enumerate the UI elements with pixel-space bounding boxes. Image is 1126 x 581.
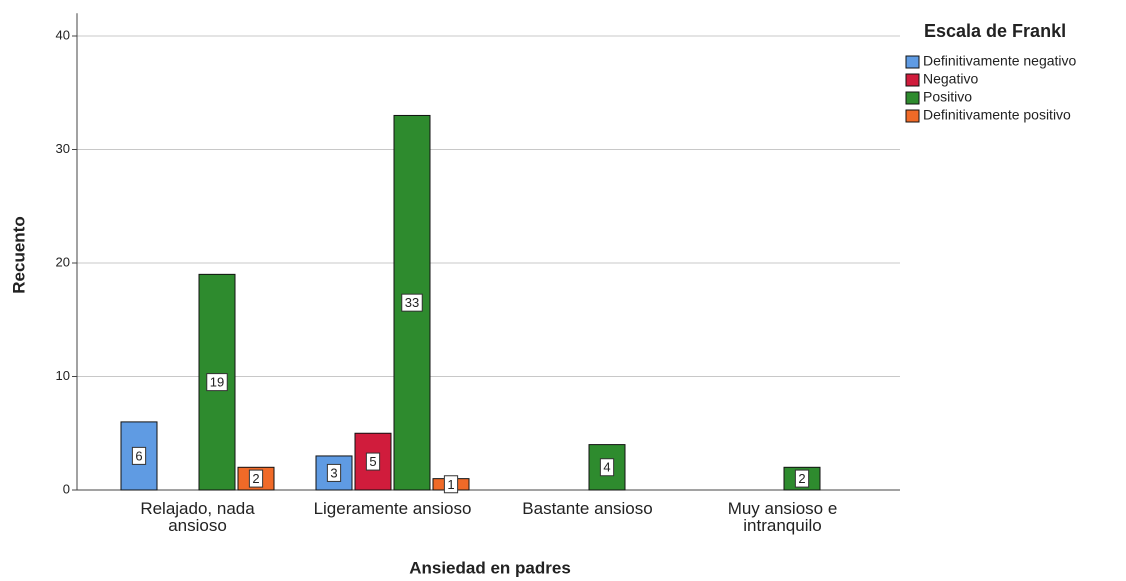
value-label: 5 [369, 454, 376, 469]
legend-swatch [905, 109, 920, 123]
legend-swatch [905, 55, 920, 69]
y-tick-label: 20 [56, 254, 70, 269]
value-label: 2 [252, 471, 259, 486]
y-tick-label: 10 [56, 368, 70, 383]
x-tick-label: Relajado, nada ansioso [140, 499, 255, 535]
legend-swatch [905, 91, 920, 105]
y-axis-title: Recuento [9, 216, 28, 293]
x-axis-title: Ansiedad en padres [409, 558, 571, 577]
value-label: 4 [603, 460, 610, 475]
x-tick-label: Ligeramente ansioso [313, 499, 472, 518]
y-tick-label: 30 [56, 141, 70, 156]
legend-label: Negativo [923, 71, 978, 87]
value-label-box [401, 293, 423, 312]
value-label: 6 [135, 448, 142, 463]
legend-label: Positivo [923, 89, 972, 105]
x-tick-label: Muy ansioso e intranquilo [727, 499, 838, 535]
value-label-box [443, 475, 459, 494]
value-label-box [794, 469, 810, 488]
value-label-box [365, 452, 381, 471]
value-label: 19 [210, 375, 224, 390]
y-tick-label: 0 [63, 481, 70, 496]
legend-label: Definitivamente positivo [923, 107, 1071, 123]
legend-swatch [905, 73, 920, 87]
value-label-box [131, 446, 147, 465]
value-label-box [326, 463, 342, 482]
x-tick-label: Bastante ansioso [522, 499, 653, 518]
value-label: 1 [447, 477, 454, 492]
value-label-box [206, 373, 228, 392]
y-tick-label: 40 [56, 27, 70, 42]
value-label: 3 [330, 465, 337, 480]
value-label: 2 [798, 471, 805, 486]
value-label-box [248, 469, 264, 488]
value-label-box [599, 458, 615, 477]
value-label: 33 [405, 295, 419, 310]
legend-label: Definitivamente negativo [923, 53, 1077, 69]
legend-title: Escala de Frankl [924, 21, 1066, 41]
